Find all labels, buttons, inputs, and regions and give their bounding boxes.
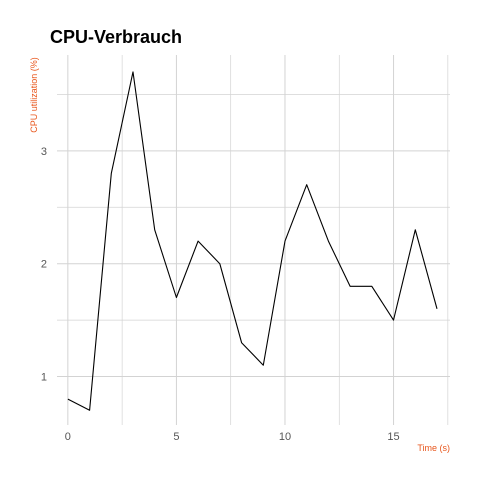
y-axis-label: CPU utilization (%) [29,57,39,133]
x-tick-label: 0 [65,431,71,443]
y-tick-label: 2 [41,259,47,271]
y-tick-labels: 1 2 3 [41,146,47,384]
y-tick-label: 3 [41,146,47,158]
series-line [67,71,438,411]
x-tick-label: 15 [387,431,399,443]
x-tick-label: 10 [279,431,291,443]
series-lines [67,71,438,411]
y-tick-label: 1 [41,371,47,383]
x-tick-label: 5 [173,431,179,443]
grid-lines [57,55,450,425]
chart-title: CPU-Verbrauch [50,27,183,47]
x-axis-label: Time (s) [417,443,450,453]
x-tick-labels: 0 5 10 15 [65,431,400,443]
